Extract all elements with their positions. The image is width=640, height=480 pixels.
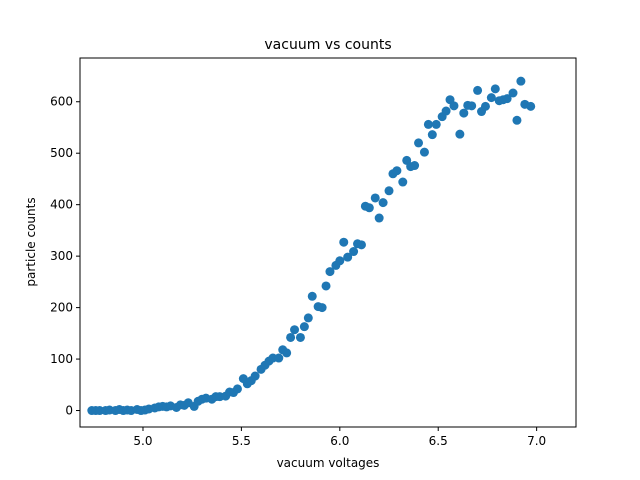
data-point	[370, 193, 380, 203]
data-point	[410, 161, 420, 171]
data-point	[303, 313, 313, 323]
data-point	[449, 101, 459, 111]
data-point	[526, 101, 536, 111]
data-point	[374, 213, 384, 223]
data-point	[321, 281, 331, 291]
data-point	[339, 237, 349, 247]
data-point	[508, 88, 518, 98]
data-point	[274, 353, 284, 363]
plot-area-frame	[79, 57, 577, 428]
y-tick-label: 200	[50, 301, 73, 315]
x-tick-label: 5.5	[232, 434, 251, 448]
data-point	[295, 332, 305, 342]
x-tick-label: 7.0	[527, 434, 546, 448]
y-tick-label: 100	[50, 352, 73, 366]
data-point	[343, 252, 353, 262]
data-point	[299, 322, 309, 332]
data-point	[325, 267, 335, 277]
data-point	[349, 247, 359, 257]
x-tick-label: 5.0	[133, 434, 152, 448]
y-tick-label: 0	[65, 404, 73, 418]
data-point	[384, 186, 394, 196]
data-point	[512, 115, 522, 125]
data-point	[392, 166, 402, 176]
data-point	[467, 101, 477, 111]
data-point	[431, 119, 441, 129]
data-point	[290, 325, 300, 335]
data-point	[335, 256, 345, 266]
y-axis-ticks: 0 100 200 300 400 500 600	[50, 95, 80, 418]
y-tick-label: 500	[50, 146, 73, 160]
data-point	[232, 384, 242, 394]
x-axis-label: vacuum voltages	[277, 456, 380, 470]
data-point	[516, 76, 526, 86]
data-point	[419, 147, 429, 157]
data-point	[378, 198, 388, 208]
data-point	[490, 84, 500, 94]
data-point	[282, 348, 292, 358]
data-point	[286, 332, 296, 342]
chart-title: vacuum vs counts	[264, 37, 391, 53]
y-axis-label: particle counts	[24, 197, 38, 286]
data-point	[486, 93, 496, 103]
data-point	[398, 177, 408, 187]
data-point	[502, 94, 512, 104]
data-point	[356, 240, 366, 250]
y-tick-label: 400	[50, 198, 73, 212]
data-point	[307, 291, 317, 301]
data-point	[423, 119, 433, 129]
x-tick-label: 6.5	[429, 434, 448, 448]
data-point	[459, 108, 469, 118]
data-points	[87, 76, 536, 416]
x-axis-ticks: 5.0 5.5 6.0 6.5 7.0	[133, 427, 546, 448]
y-tick-label: 600	[50, 95, 73, 109]
data-point	[364, 203, 374, 213]
data-point	[480, 101, 490, 111]
data-point	[317, 303, 327, 313]
x-tick-label: 6.0	[330, 434, 349, 448]
data-point	[414, 138, 424, 148]
data-point	[441, 106, 451, 116]
data-point	[455, 129, 465, 139]
data-point	[473, 85, 483, 95]
data-point	[250, 371, 260, 381]
y-tick-label: 300	[50, 249, 73, 263]
data-point	[427, 130, 437, 140]
